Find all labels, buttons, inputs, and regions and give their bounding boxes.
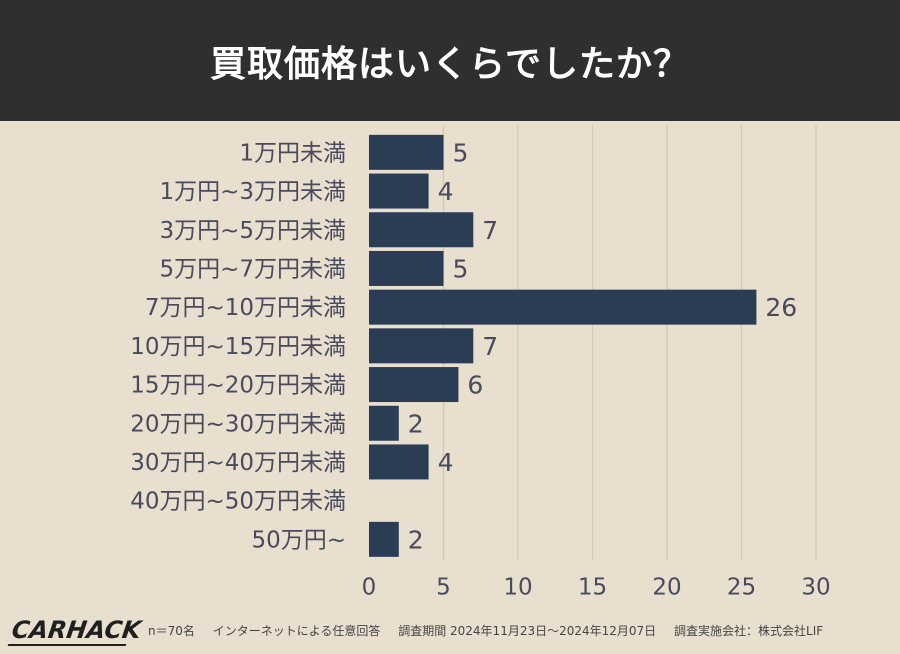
bar — [369, 212, 474, 248]
category-label: 1万円未満 — [239, 140, 346, 166]
value-label: 5 — [453, 254, 469, 283]
page-title: 買取価格はいくらでしたか？ — [210, 43, 690, 85]
value-label: 2 — [408, 409, 424, 438]
bar — [369, 134, 444, 170]
carhack-logo: CARHACK — [10, 616, 143, 644]
category-label: 15万円~20万円未満 — [130, 373, 346, 399]
x-tick-label: 5 — [436, 575, 451, 601]
category-label: 7万円~10万円未満 — [145, 295, 346, 321]
bar — [369, 173, 429, 209]
x-tick-label: 30 — [801, 575, 830, 601]
value-label: 4 — [438, 177, 454, 206]
x-tick-label: 20 — [652, 575, 681, 601]
logo-underline — [7, 644, 127, 646]
category-label: 50万円~ — [251, 527, 346, 553]
survey-note: n＝70名 インターネットによる任意回答 調査期間 2024年11月23日～20… — [148, 622, 837, 639]
survey-period: 調査期間 2024年11月23日～2024年12月07日 — [398, 624, 657, 638]
bar-chart: 1万円未満 5 1万円~3万円未満 4 3万円~5万円未満 7 5万円~7万円未満 5 7万円~… — [130, 125, 831, 601]
bar — [369, 367, 459, 403]
bar — [369, 328, 474, 364]
bar — [369, 444, 429, 480]
x-tick-label: 15 — [578, 575, 607, 601]
bar — [369, 289, 757, 325]
category-label: 30万円~40万円未満 — [130, 450, 346, 476]
x-tick-label: 25 — [727, 575, 756, 601]
survey-organization: 調査実施会社：株式会社LIF — [674, 624, 824, 638]
category-label: 3万円~5万円未満 — [159, 218, 346, 244]
bar — [369, 405, 399, 441]
value-label: 7 — [482, 332, 498, 361]
value-label: 5 — [453, 138, 469, 167]
x-tick-label: 10 — [503, 575, 532, 601]
footer: CARHACK n＝70名 インターネットによる任意回答 調査期間 2024年1… — [0, 612, 900, 654]
category-label: 40万円~50万円未満 — [130, 489, 346, 515]
value-label: 4 — [438, 448, 454, 477]
value-label: 26 — [765, 293, 797, 322]
bar — [369, 250, 444, 286]
category-label: 1万円~3万円未満 — [159, 179, 346, 205]
value-label: 7 — [482, 216, 498, 245]
x-tick-label: 0 — [362, 575, 377, 601]
header-bar: 買取価格はいくらでしたか？ — [0, 0, 900, 121]
bar — [369, 521, 399, 557]
category-label: 20万円~30万円未満 — [130, 411, 346, 437]
category-label: 10万円~15万円未満 — [130, 334, 346, 360]
value-label: 6 — [467, 371, 483, 400]
value-label: 2 — [408, 525, 424, 554]
survey-method: インターネットによる任意回答 — [212, 624, 381, 638]
sample-size: n＝70名 — [148, 624, 195, 638]
category-label: 5万円~7万円未満 — [159, 256, 346, 282]
